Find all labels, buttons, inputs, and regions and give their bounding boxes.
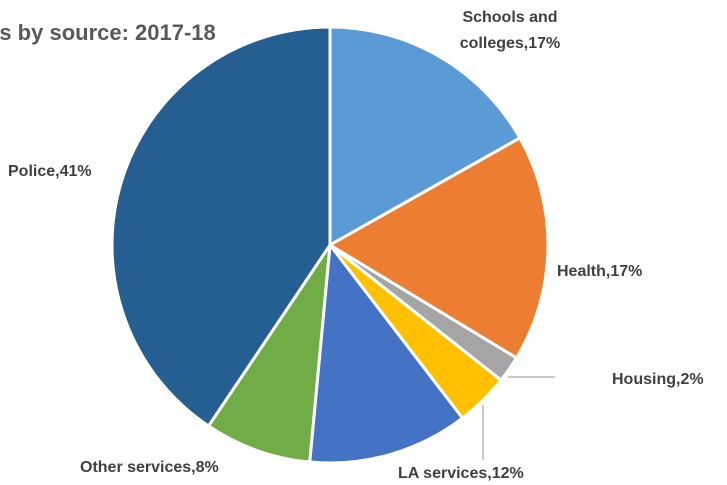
data-labels: Schools and colleges,17% Health,17% Housing… [8, 9, 704, 482]
pie-slice-schools-and-colleges [328, 25, 522, 247]
data-label-police: Police,41% [8, 163, 92, 180]
data-label-other-services: Other services,8% [80, 459, 219, 476]
data-label-health: Health,17% [557, 263, 642, 280]
pie-slices [110, 25, 550, 465]
chart-title: ts by source: 2017-18 [0, 20, 216, 45]
pie-slice-other-services [207, 243, 332, 464]
pie-slice-health [328, 136, 550, 360]
pie-slice-police [110, 25, 332, 428]
pie-slice-la-services [308, 243, 464, 465]
data-label-housing: Housing,2% [612, 371, 704, 388]
data-label-schools-and-colleges-line-2: colleges,17% [460, 35, 561, 52]
data-label-schools-and-colleges-line-1: Schools and [462, 9, 557, 26]
leader-lines [482, 376, 555, 460]
data-label-la-services: LA services,12% [398, 465, 524, 482]
